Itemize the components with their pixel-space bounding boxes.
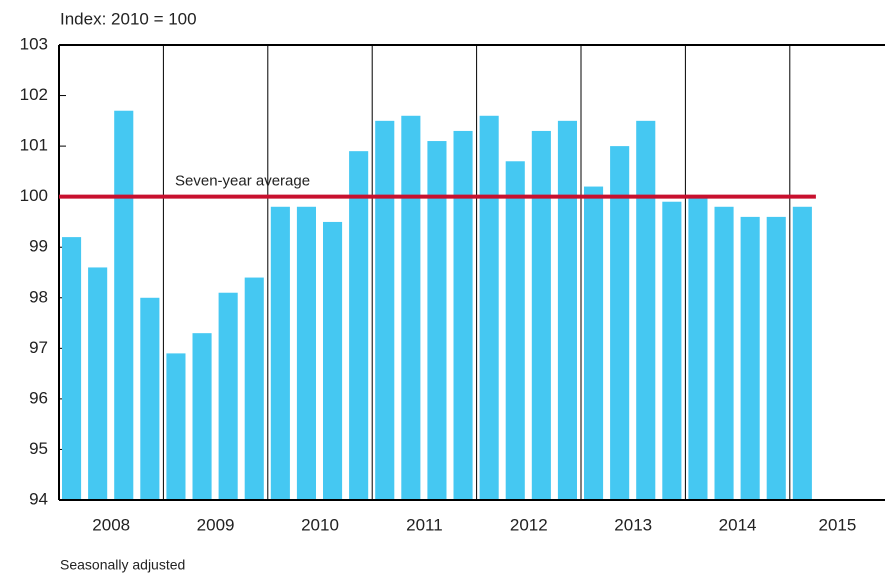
- bar: [218, 292, 238, 500]
- bar: [375, 120, 395, 500]
- bar: [296, 206, 316, 500]
- bar: [88, 267, 108, 500]
- bar: [349, 151, 369, 500]
- bar: [479, 115, 499, 501]
- x-tick-label: 2008: [92, 515, 130, 534]
- bar: [636, 120, 656, 500]
- chart-title: Index: 2010 = 100: [60, 9, 197, 28]
- x-tick-label: 2013: [614, 515, 652, 534]
- bar: [270, 206, 290, 500]
- bar: [192, 333, 212, 500]
- bar: [688, 196, 708, 500]
- bar: [166, 353, 186, 500]
- x-tick-label: 2014: [719, 515, 757, 534]
- bar: [662, 201, 682, 500]
- bar: [505, 161, 525, 500]
- bar: [766, 216, 786, 500]
- y-tick-label: 102: [20, 85, 48, 104]
- bar: [714, 206, 734, 500]
- bar: [244, 277, 264, 500]
- y-tick-label: 99: [29, 237, 48, 256]
- y-tick-label: 101: [20, 136, 48, 155]
- bar: [323, 221, 343, 500]
- bar: [427, 141, 447, 501]
- x-tick-label: 2015: [818, 515, 856, 534]
- y-tick-label: 94: [29, 489, 48, 508]
- bar: [114, 110, 134, 500]
- y-tick-label: 96: [29, 388, 48, 407]
- y-tick-label: 98: [29, 287, 48, 306]
- y-tick-label: 103: [20, 34, 48, 53]
- bar: [62, 237, 82, 500]
- bar: [531, 130, 551, 500]
- bar: [557, 120, 577, 500]
- bar: [584, 186, 604, 501]
- x-tick-label: 2009: [197, 515, 235, 534]
- bar: [792, 206, 812, 500]
- x-tick-label: 2011: [406, 515, 443, 534]
- average-label: Seven-year average: [175, 173, 310, 190]
- y-tick-label: 97: [29, 338, 48, 357]
- bar: [453, 130, 473, 500]
- bar: [140, 297, 160, 500]
- bar: [610, 146, 630, 500]
- footnote: Seasonally adjusted: [60, 557, 185, 573]
- y-tick-label: 95: [29, 439, 48, 458]
- y-tick-label: 100: [20, 186, 48, 205]
- x-tick-label: 2010: [301, 515, 339, 534]
- bar: [401, 115, 421, 501]
- bar: [740, 216, 760, 500]
- x-tick-label: 2012: [510, 515, 548, 534]
